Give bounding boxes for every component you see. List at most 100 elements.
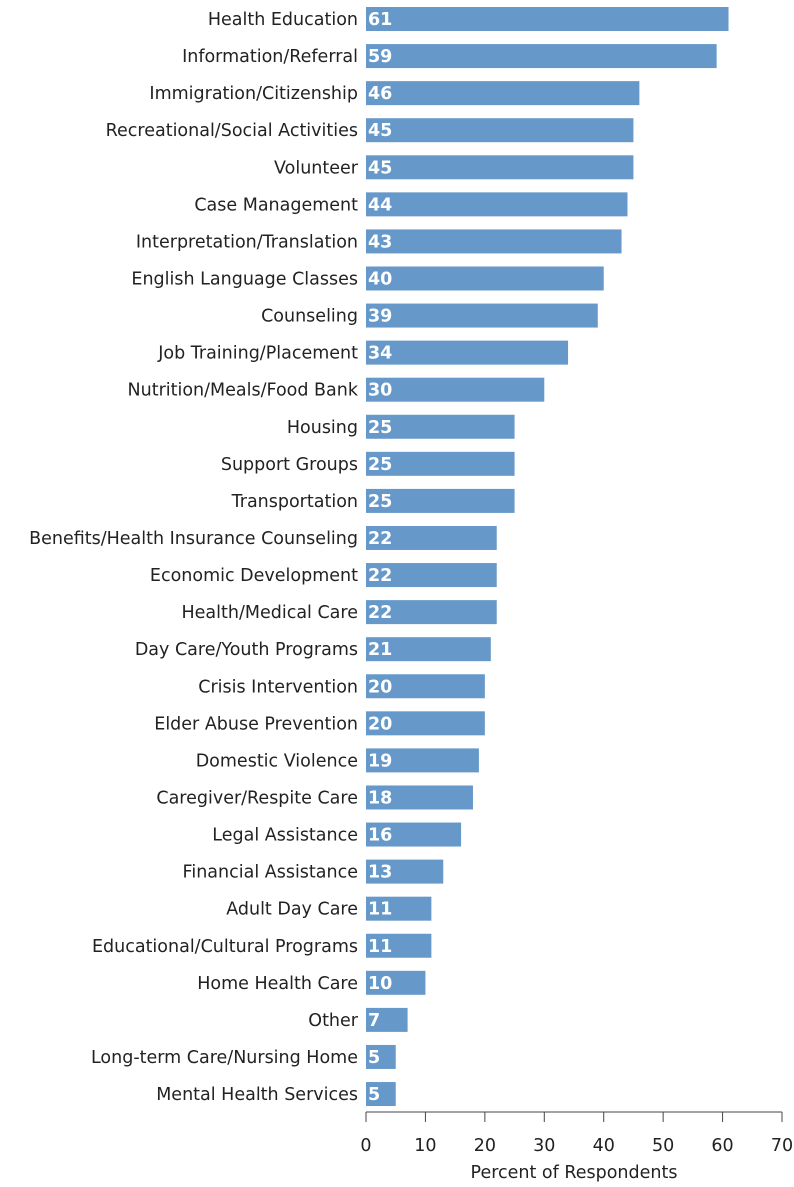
value-label: 30 — [368, 381, 392, 401]
y-tick-label: Transportation — [231, 492, 358, 512]
bar — [366, 674, 485, 699]
y-tick-label: Interpretation/Translation — [136, 232, 358, 252]
value-label: 18 — [368, 788, 392, 808]
value-label: 25 — [368, 418, 392, 438]
bar — [366, 748, 479, 773]
y-tick-label: Housing — [287, 418, 358, 438]
value-label: 43 — [368, 232, 392, 252]
y-tick-label: Immigration/Citizenship — [149, 84, 358, 104]
value-label: 21 — [368, 640, 392, 660]
y-tick-label: Nutrition/Meals/Food Bank — [128, 381, 359, 401]
y-tick-label: Mental Health Services — [156, 1085, 358, 1105]
value-label: 5 — [368, 1048, 380, 1068]
value-label: 44 — [368, 195, 392, 215]
y-tick-label: Counseling — [261, 307, 358, 327]
value-label: 11 — [368, 937, 392, 957]
value-label: 40 — [368, 269, 392, 289]
x-tick-label: 40 — [593, 1136, 615, 1156]
value-label: 10 — [368, 974, 392, 994]
y-tick-label: Information/Referral — [182, 47, 358, 67]
bar — [366, 859, 444, 884]
x-tick-label: 50 — [652, 1136, 674, 1156]
y-tick-label: Long-term Care/Nursing Home — [91, 1048, 358, 1068]
bar — [366, 451, 515, 476]
x-tick-label: 0 — [360, 1136, 371, 1156]
bar — [366, 414, 515, 439]
x-tick-label: 30 — [533, 1136, 555, 1156]
value-label: 20 — [368, 677, 392, 697]
bar — [366, 155, 634, 180]
x-tick-label: 20 — [474, 1136, 496, 1156]
y-tick-label: Health Education — [208, 10, 358, 30]
y-tick-label: Caregiver/Respite Care — [156, 788, 358, 808]
y-tick-label: Other — [308, 1011, 358, 1031]
value-label: 13 — [368, 863, 392, 883]
y-tick-label: Legal Assistance — [212, 826, 358, 846]
value-label: 22 — [368, 566, 392, 586]
value-label: 45 — [368, 158, 392, 178]
y-tick-label: Elder Abuse Prevention — [154, 714, 358, 734]
bar — [366, 563, 497, 588]
bar — [366, 118, 634, 143]
x-tick-label: 60 — [711, 1136, 733, 1156]
y-tick-label: Volunteer — [274, 158, 359, 178]
y-tick-label: Crisis Intervention — [198, 677, 358, 697]
bar — [366, 970, 426, 995]
bar — [366, 303, 598, 328]
value-label: 25 — [368, 492, 392, 512]
bar — [366, 711, 485, 736]
x-tick-label: 10 — [414, 1136, 436, 1156]
y-tick-label: Benefits/Health Insurance Counseling — [29, 529, 358, 549]
bar — [366, 1044, 396, 1069]
value-label: 61 — [368, 10, 392, 30]
value-label: 16 — [368, 826, 392, 846]
y-tick-label: English Language Classes — [131, 269, 358, 289]
bar — [366, 377, 545, 402]
value-label: 22 — [368, 603, 392, 623]
bar — [366, 488, 515, 513]
y-tick-label: Domestic Violence — [196, 751, 358, 771]
bar — [366, 266, 604, 291]
y-tick-label: Adult Day Care — [226, 900, 358, 920]
value-label: 22 — [368, 529, 392, 549]
y-tick-label: Home Health Care — [197, 974, 358, 994]
value-label: 34 — [368, 344, 392, 364]
bar — [366, 1007, 408, 1032]
x-axis-title: Percent of Respondents — [471, 1163, 678, 1183]
y-tick-label: Health/Medical Care — [182, 603, 359, 623]
bar — [366, 44, 717, 69]
bar — [366, 822, 462, 847]
bar — [366, 525, 497, 550]
value-label: 45 — [368, 121, 392, 141]
y-tick-label: Day Care/Youth Programs — [135, 640, 358, 660]
value-label: 7 — [368, 1011, 380, 1031]
y-tick-label: Educational/Cultural Programs — [92, 937, 358, 957]
y-tick-label: Job Training/Placement — [157, 344, 358, 364]
value-label: 19 — [368, 751, 392, 771]
y-tick-label: Recreational/Social Activities — [106, 121, 358, 141]
value-label: 59 — [368, 47, 392, 67]
bar — [366, 896, 432, 921]
bar — [366, 340, 569, 365]
bar — [366, 192, 628, 217]
y-tick-label: Economic Development — [150, 566, 358, 586]
bar — [366, 7, 729, 31]
y-tick-label: Case Management — [194, 195, 358, 215]
value-label: 25 — [368, 455, 392, 475]
bar — [366, 785, 473, 810]
y-tick-label: Support Groups — [221, 455, 358, 475]
bar — [366, 1082, 396, 1107]
value-label: 39 — [368, 307, 392, 327]
bar — [366, 81, 640, 106]
bar — [366, 637, 491, 662]
bar — [366, 229, 622, 254]
y-tick-label: Financial Assistance — [183, 863, 358, 883]
value-label: 46 — [368, 84, 392, 104]
bar — [366, 600, 497, 625]
bar — [366, 933, 432, 958]
value-label: 5 — [368, 1085, 380, 1105]
x-tick-label: 70 — [771, 1136, 793, 1156]
value-label: 20 — [368, 714, 392, 734]
value-label: 11 — [368, 900, 392, 920]
